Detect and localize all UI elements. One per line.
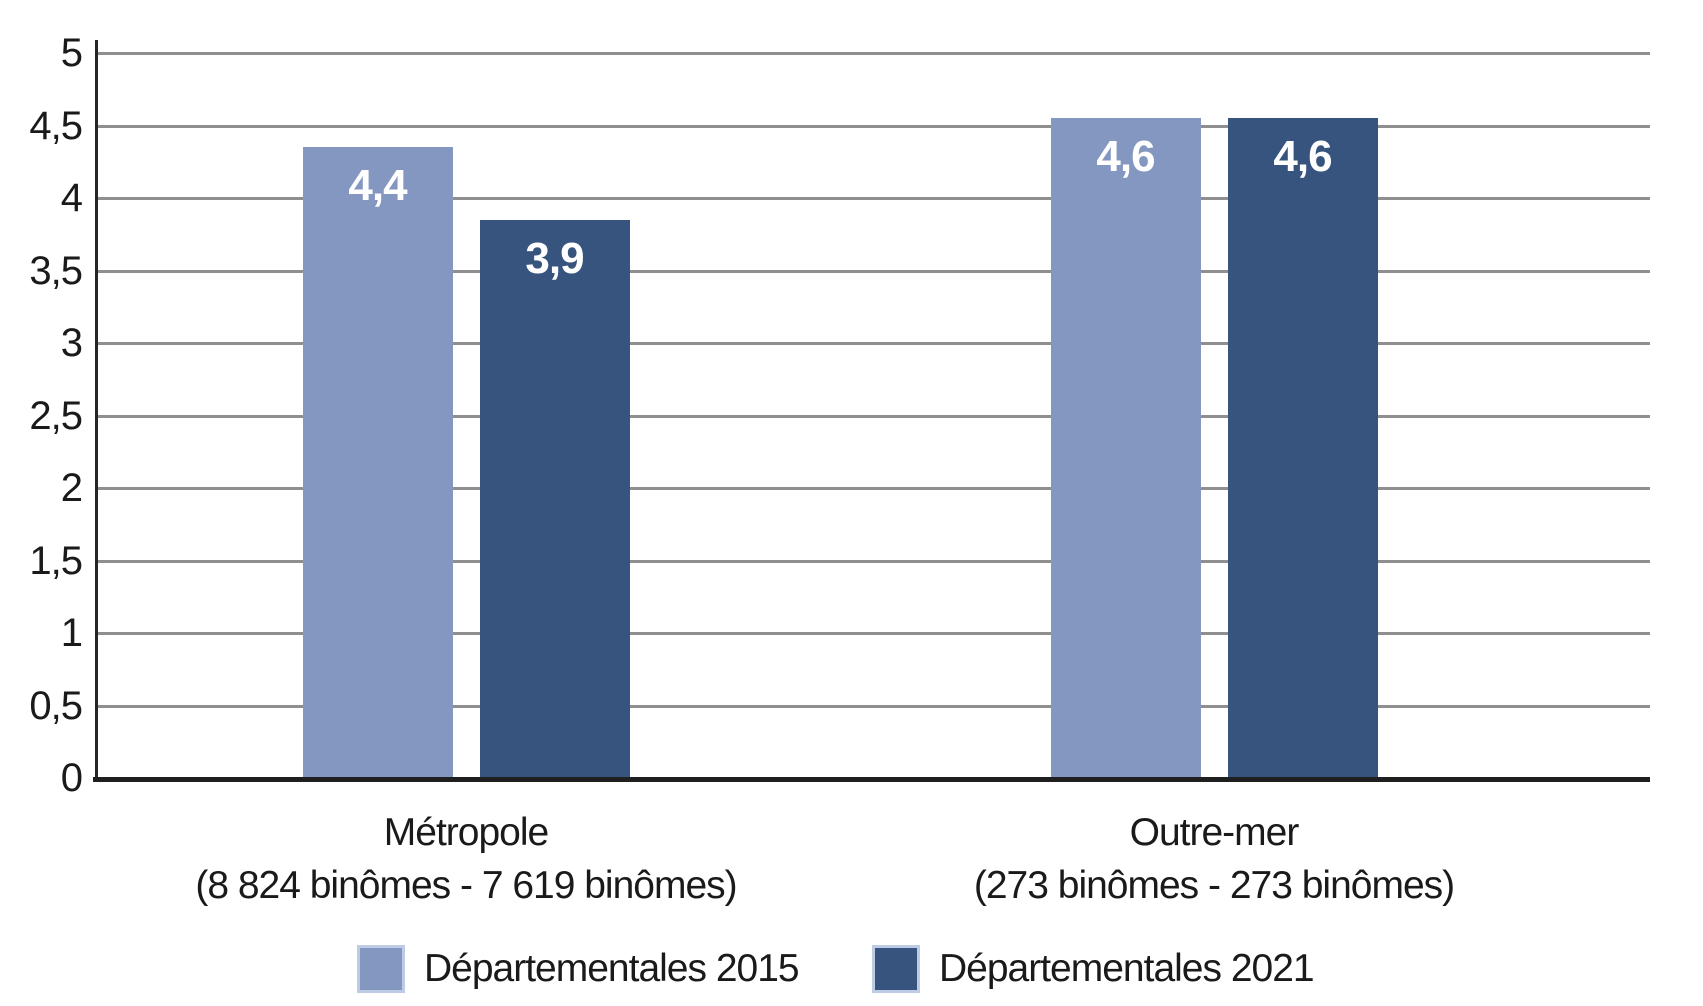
legend-swatch-2021 [872, 945, 920, 993]
gridline [95, 342, 1650, 345]
y-tick-label: 2,5 [29, 393, 83, 438]
y-tick-label: 0,5 [29, 683, 83, 728]
y-tick-label: 1 [60, 611, 83, 655]
gridline [95, 197, 1650, 200]
category-subtitle: (273 binômes - 273 binômes) [973, 864, 1455, 907]
legend-swatch-2015 [357, 945, 405, 993]
bar-value-label: 4,6 [1096, 132, 1155, 182]
y-tick-label: 2 [60, 466, 83, 510]
bar-outre-mer-2021: 4,6 [1227, 118, 1378, 778]
legend-item-2021: Départementales 2021 [872, 943, 1315, 995]
y-tick-label: 3 [60, 321, 83, 365]
gridline [95, 559, 1650, 563]
y-tick-label: 0 [60, 756, 83, 800]
category-name: Métropole [383, 811, 549, 854]
gridline [95, 269, 1650, 273]
y-tick-label: 3,5 [29, 248, 83, 293]
y-axis-line [95, 40, 98, 780]
bar-value-label: 3,9 [525, 233, 584, 283]
gridline [95, 487, 1650, 490]
y-tick-label: 5 [60, 31, 83, 75]
bar-value-label: 4,6 [1273, 132, 1332, 182]
category-label-outre-mer: Outre-mer (273 binômes - 273 binômes) [854, 806, 1574, 912]
gridline [95, 124, 1650, 128]
category-name: Outre-mer [1129, 811, 1300, 854]
gridline [95, 704, 1650, 708]
y-tick-label: 4,5 [29, 103, 83, 148]
bar-value-label: 4,4 [348, 161, 407, 211]
y-tick-label: 4 [60, 176, 83, 220]
gridline [95, 414, 1650, 418]
bar-metropole-2021: 3,9 [479, 219, 630, 778]
gridline [95, 632, 1650, 635]
legend-item-2015: Départementales 2015 [357, 943, 800, 995]
x-axis-line [93, 777, 1650, 782]
category-label-metropole: Métropole (8 824 binômes - 7 619 binômes… [106, 806, 826, 912]
bar-outre-mer-2015: 4,6 [1050, 118, 1201, 778]
category-subtitle: (8 824 binômes - 7 619 binômes) [195, 864, 737, 907]
bar-metropole-2015: 4,4 [302, 147, 453, 778]
y-tick-label: 1,5 [29, 538, 83, 583]
gridline [95, 52, 1650, 55]
legend-label-2021: Départementales 2021 [939, 947, 1315, 990]
legend-label-2015: Départementales 2015 [424, 947, 800, 990]
